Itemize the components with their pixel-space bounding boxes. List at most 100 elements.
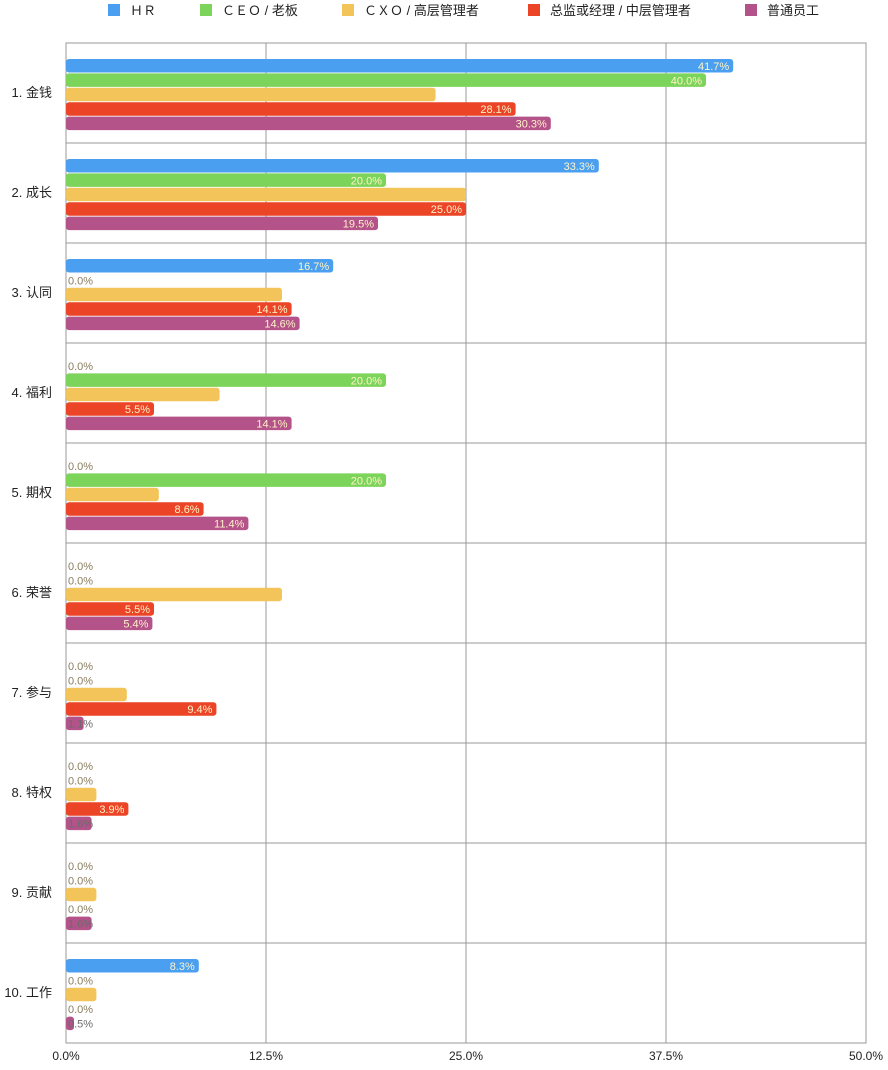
bar <box>66 602 154 616</box>
category-label: 10. 工作 <box>4 985 52 1000</box>
bar <box>66 487 159 502</box>
legend-swatch <box>528 4 540 16</box>
category-label: 4. 福利 <box>12 385 52 400</box>
data-label: 0.0% <box>68 861 93 873</box>
data-label: 1.6% <box>68 919 93 931</box>
bar <box>66 802 129 816</box>
data-label: 0.0% <box>68 575 93 587</box>
data-label: 5.5% <box>125 604 150 616</box>
bar <box>66 616 153 631</box>
data-label: 19.5% <box>343 219 374 231</box>
bar <box>66 887 97 902</box>
data-label: 25.0% <box>431 204 462 216</box>
bar <box>66 416 292 431</box>
bar <box>66 87 436 102</box>
data-label: 0.0% <box>68 761 93 773</box>
data-label: 0.0% <box>68 775 93 787</box>
data-label: 5.5% <box>125 404 150 416</box>
legend-label: ＣＸＯ / 高层管理者 <box>364 3 479 18</box>
data-label: 16.7% <box>298 261 329 273</box>
bar <box>66 716 84 731</box>
data-label: 0.0% <box>68 461 93 473</box>
bar <box>66 102 516 116</box>
data-label: 1.6% <box>68 819 93 831</box>
bar <box>66 959 199 973</box>
bar <box>66 216 378 231</box>
category-label: 7. 参与 <box>12 685 52 700</box>
data-label: 0.0% <box>68 275 93 287</box>
data-label: 14.1% <box>256 304 287 316</box>
bar <box>66 687 127 702</box>
legend-label: 总监或经理 / 中层管理者 <box>550 3 691 18</box>
x-tick-label: 0.0% <box>52 1049 80 1063</box>
data-label: 33.3% <box>564 161 595 173</box>
bar <box>66 287 282 302</box>
data-label: 0.0% <box>68 661 93 673</box>
data-label: 8.3% <box>170 961 195 973</box>
data-label: 40.0% <box>671 75 702 87</box>
legend-swatch <box>200 4 212 16</box>
bar <box>66 502 204 516</box>
bar <box>66 187 466 202</box>
data-label: 14.6% <box>264 319 295 331</box>
bar <box>66 159 599 173</box>
bar <box>66 516 249 531</box>
x-tick-label: 50.0% <box>849 1049 883 1063</box>
x-tick-label: 25.0% <box>449 1049 483 1063</box>
data-label: 8.6% <box>175 504 200 516</box>
data-label: 5.4% <box>123 619 148 631</box>
data-label: 3.9% <box>99 804 124 816</box>
bar <box>66 59 734 73</box>
data-label: 0.0% <box>68 1004 93 1016</box>
bar <box>66 587 282 602</box>
bar <box>66 373 386 387</box>
data-label: 0.0% <box>68 875 93 887</box>
data-label: 20.0% <box>351 375 382 387</box>
x-tick-label: 37.5% <box>649 1049 683 1063</box>
data-label: 28.1% <box>480 104 511 116</box>
category-label: 6. 荣誉 <box>12 585 52 600</box>
bar <box>66 302 292 316</box>
legend-label: ＨＲ <box>130 3 156 18</box>
bar <box>66 702 217 716</box>
category-label: 3. 认同 <box>12 285 52 300</box>
bar <box>66 473 386 487</box>
bar <box>66 73 706 87</box>
bar <box>66 116 551 131</box>
data-label: 30.3% <box>516 119 547 131</box>
data-label: 20.0% <box>351 175 382 187</box>
bar <box>66 987 97 1002</box>
data-label: 0.5% <box>68 1019 93 1031</box>
legend-swatch <box>342 4 354 16</box>
bar <box>66 173 386 187</box>
bar <box>66 916 92 931</box>
data-label: 0.0% <box>68 675 93 687</box>
bar <box>66 259 334 273</box>
data-label: 0.0% <box>68 361 93 373</box>
data-label: 11.4% <box>214 519 245 531</box>
bar <box>66 787 97 802</box>
data-label: 9.4% <box>187 704 212 716</box>
bar <box>66 316 300 331</box>
bar <box>66 402 154 416</box>
data-label: 1.1% <box>68 719 93 731</box>
data-label: 41.7% <box>698 61 729 73</box>
data-label: 0.0% <box>68 561 93 573</box>
bar <box>66 1016 74 1031</box>
legend-label: ＣＥＯ / 老板 <box>222 3 298 18</box>
data-label: 0.0% <box>68 904 93 916</box>
x-tick-label: 12.5% <box>249 1049 283 1063</box>
legend-label: 普通员工 <box>767 3 819 18</box>
category-label: 2. 成长 <box>12 185 52 200</box>
legend-swatch <box>108 4 120 16</box>
category-label: 5. 期权 <box>12 485 52 500</box>
bar <box>66 387 220 402</box>
bar <box>66 202 466 216</box>
data-label: 0.0% <box>68 975 93 987</box>
bar <box>66 816 92 831</box>
category-label: 8. 特权 <box>12 785 52 800</box>
category-label: 9. 贡献 <box>12 885 52 900</box>
category-label: 1. 金钱 <box>12 85 52 100</box>
